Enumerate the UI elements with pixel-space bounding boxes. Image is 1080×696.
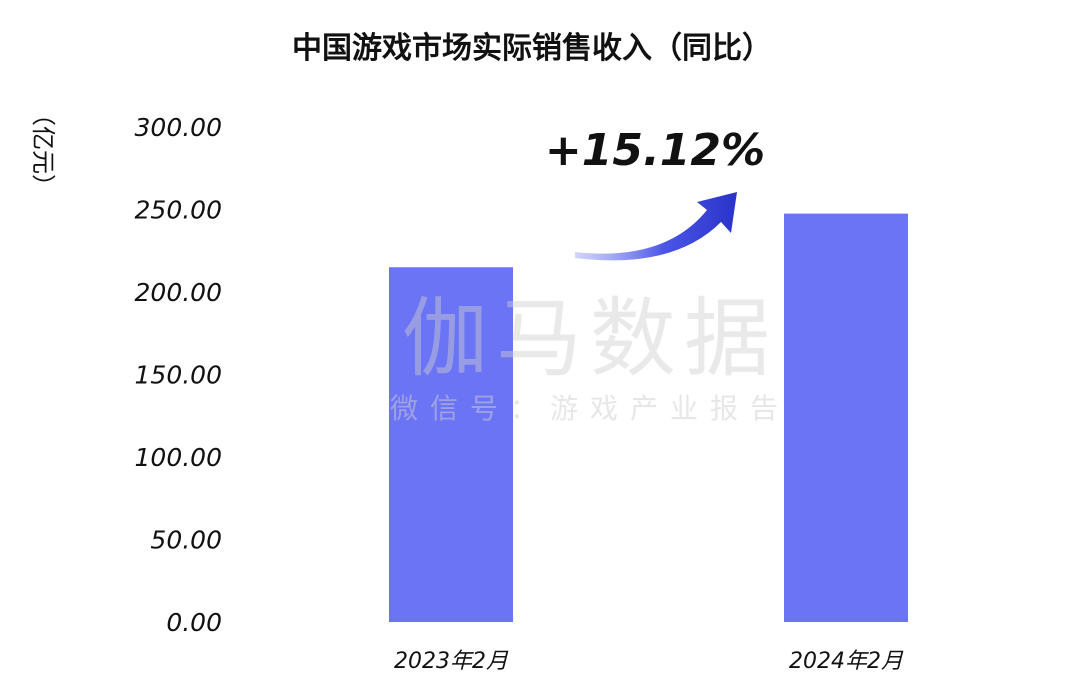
- y-axis-ticks: 0.00 50.00 100.00 150.00 200.00 250.00 300.00: [135, 113, 222, 637]
- bar: [389, 267, 513, 622]
- y-tick-label: 150.00: [135, 361, 222, 390]
- y-axis-unit-label: （亿元）: [29, 102, 57, 198]
- x-category-label: 2023年2月: [394, 649, 509, 674]
- y-tick-label: 0.00: [166, 608, 222, 637]
- watermark: 伽马数据 微信号：游戏产业报告: [390, 289, 790, 425]
- growth-arrow-icon: [575, 192, 737, 261]
- watermark-sub-text: 微信号：游戏产业报告: [390, 392, 790, 425]
- bars: [389, 213, 908, 622]
- y-tick-label: 50.00: [150, 526, 222, 555]
- y-tick-label: 100.00: [135, 443, 222, 472]
- y-tick-label: 200.00: [135, 278, 222, 307]
- y-tick-label: 300.00: [135, 113, 222, 142]
- y-tick-label: 250.00: [135, 196, 222, 225]
- chart-title: 中国游戏市场实际销售收入（同比）: [292, 31, 772, 66]
- growth-annotation: +15.12%: [545, 125, 765, 261]
- bar: [784, 213, 908, 622]
- growth-percentage-label: +15.12%: [545, 125, 765, 176]
- x-category-label: 2024年2月: [789, 649, 904, 674]
- x-axis-category-labels: 2023年2月 2024年2月: [394, 649, 904, 674]
- watermark-main-text: 伽马数据: [402, 289, 778, 389]
